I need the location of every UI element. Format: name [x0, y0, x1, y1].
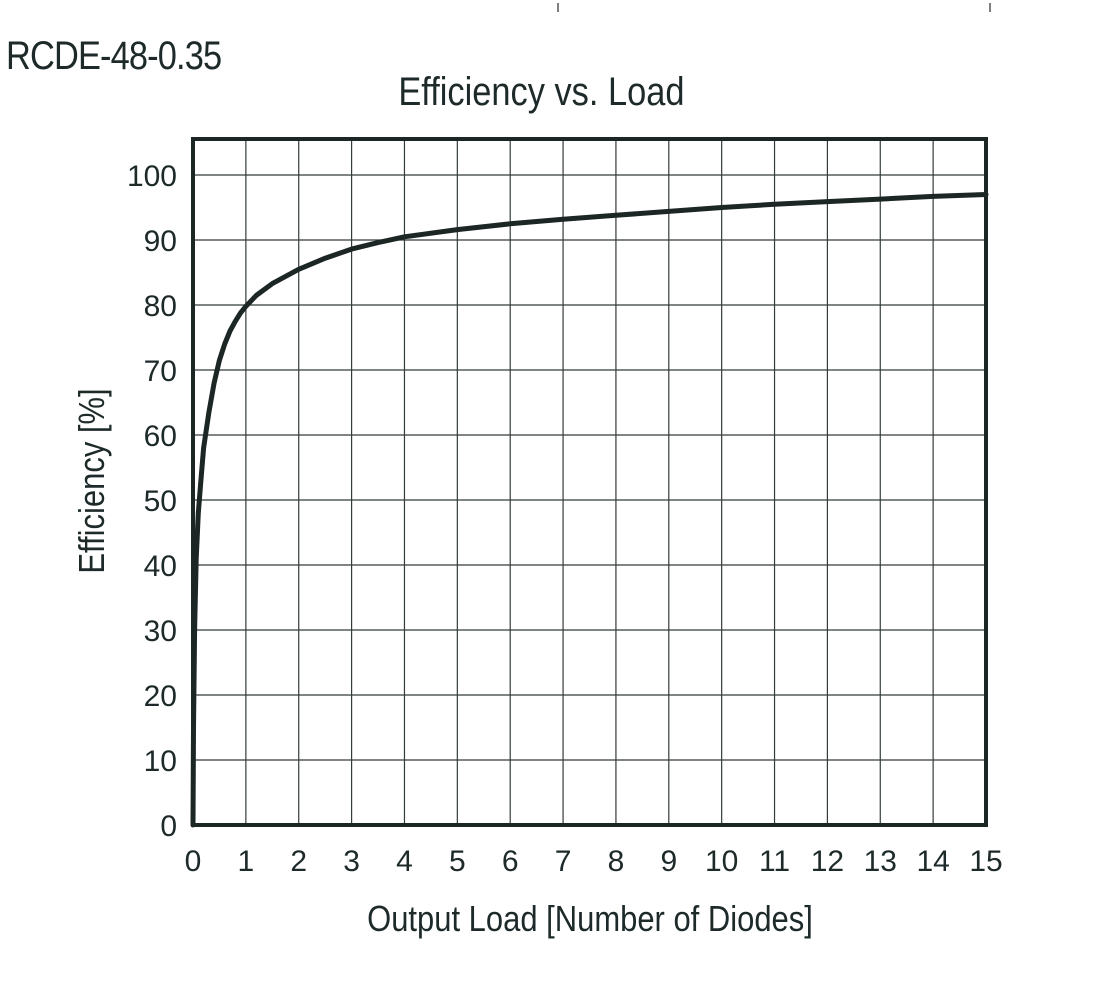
y-tick-label: 90	[144, 225, 177, 258]
x-tick-label: 6	[502, 845, 519, 878]
x-tick-label: 8	[608, 845, 625, 878]
y-tick-label: 70	[144, 355, 177, 388]
x-tick-label: 0	[185, 845, 202, 878]
x-tick-label: 2	[290, 845, 307, 878]
top-edge-marks	[0, 0, 1115, 12]
x-tick-label: 11	[759, 845, 790, 878]
y-tick-label: 100	[127, 160, 177, 193]
y-tick-label: 30	[144, 615, 177, 648]
x-tick-label: 4	[396, 845, 413, 878]
tick-labels: 0 1 2 3 4 5 6 7 8 9 10 11 12 13 14 15010203040506070809…	[127, 160, 1003, 878]
y-tick-label: 80	[144, 290, 177, 323]
y-tick-label: 10	[144, 745, 177, 778]
y-tick-label: 60	[144, 420, 177, 453]
top-edge-marks-svg	[557, 3, 991, 12]
series-lines	[190, 192, 989, 828]
x-tick-label: 14	[916, 845, 949, 878]
x-axis-label: Output Load [Number of Diodes]	[367, 898, 813, 939]
chart-title: Efficiency vs. Load	[398, 70, 685, 114]
y-tick-label: 40	[144, 550, 177, 583]
y-tick-label: 50	[144, 485, 177, 518]
x-tick-label: 3	[343, 845, 360, 878]
x-tick-label: 13	[864, 845, 897, 878]
x-tick-label: 12	[811, 845, 844, 878]
x-tick-label: 15	[969, 845, 1002, 878]
x-tick-label: 1	[238, 845, 255, 878]
x-tick-label: 10	[705, 845, 738, 878]
x-tick-label: 7	[555, 845, 572, 878]
chart-grid	[192, 139, 987, 826]
efficiency-series-line	[190, 192, 989, 828]
y-tick-label: 20	[144, 680, 177, 713]
plot-frame	[191, 137, 988, 827]
x-tick-label: 9	[660, 845, 677, 878]
y-tick-label: 0	[160, 810, 177, 843]
model-name: RCDE-48-0.35	[6, 34, 222, 78]
x-tick-label: 5	[449, 845, 466, 878]
